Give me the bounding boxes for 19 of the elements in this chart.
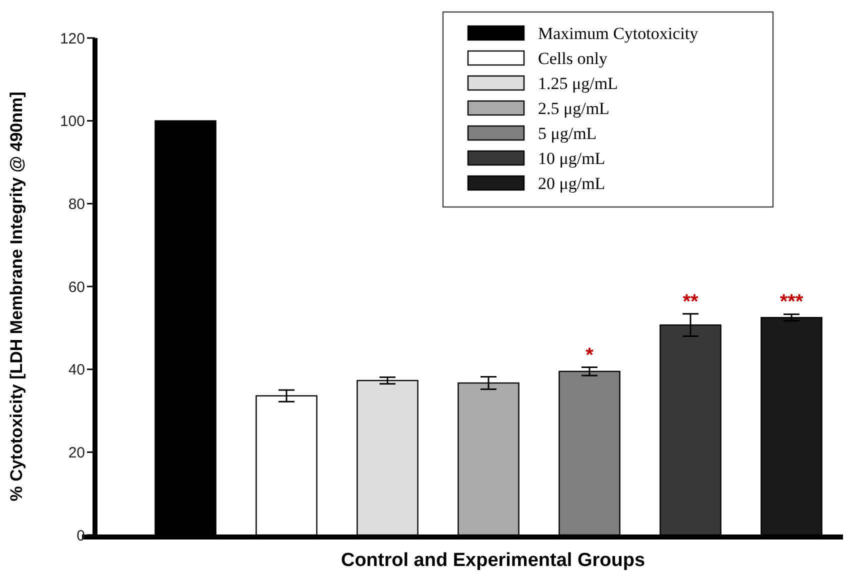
data-label: *	[586, 344, 594, 366]
legend-label: 2.5 μg/mL	[538, 98, 610, 118]
legend-label: Cells only	[538, 48, 608, 68]
y-tick-label: 60	[68, 278, 85, 296]
data-label: **	[682, 290, 698, 313]
y-axis-title: % Cytotoxicity [LDH Membrane Integrity @ 490nm]	[7, 92, 26, 502]
y-tick-label: 80	[68, 196, 85, 213]
y-tick-label: 20	[68, 444, 85, 462]
y-tick-label: 40	[68, 362, 85, 379]
data-label: ***	[780, 291, 804, 314]
legend-label: Maximum Cytotoxicity	[538, 24, 699, 43]
legend-label: 10 μg/mL	[538, 148, 606, 168]
legend-label: 20 μg/mL	[538, 174, 606, 193]
y-tick-label: 100	[60, 113, 85, 130]
x-axis-title: Control and Experimental Groups	[340, 550, 646, 571]
y-tick-label: 120	[60, 30, 85, 48]
y-tick-label: 0	[76, 527, 85, 544]
legend-label: 5 μg/mL	[538, 124, 597, 143]
legend-label: 1.25 μg/mL	[538, 74, 618, 93]
